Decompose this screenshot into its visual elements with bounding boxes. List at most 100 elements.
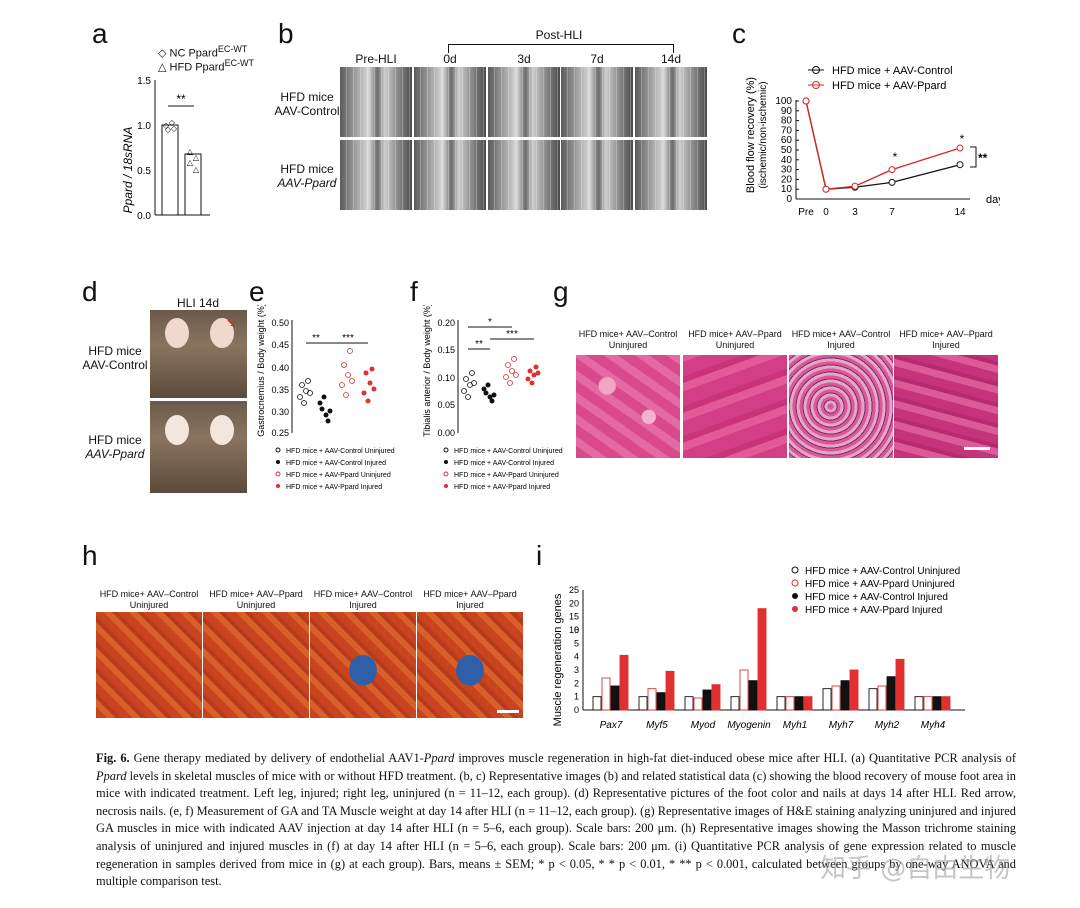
panel-i-ytick: 0 [574,705,579,715]
panel-e-ytick: 0.50 [271,318,289,328]
panel-i-bar [831,685,841,711]
post-hli-bracket [448,44,674,53]
panel-f-legend-4: HFD mice + AAV-Ppard Injured [454,484,550,491]
panel-label-d: d [82,276,98,307]
panel-d-row-ppard-1: HFD mice [88,433,142,447]
panel-f-legend-1: HFD mice + AAV-Control Uninjured [454,448,563,455]
panel-i-xtick: Myogenin [727,720,771,731]
panel-c-xunit: days [986,194,1000,206]
panel-i-xtick: Myh7 [829,720,854,731]
panel-h-col-4: HFD mice+ AAV–Ppard Injured [417,589,523,611]
caption-text-1: Gene therapy mediated by delivery of end… [129,751,424,765]
panel-c-ytick: 70 [781,125,793,136]
panel-e-legend-2: HFD mice + AAV-Control Injured [286,460,386,467]
panel-c-xtick: 3 [852,207,858,218]
panel-g-col-1: HFD mice+ AAV–Control Uninjured [576,329,680,351]
panel-i-ytick: 25 [569,585,579,595]
panel-f-ylabel: Tibialis anterior / Body weight (%) [422,305,432,437]
panel-i-bar [647,688,657,711]
panel-g-col-2-a: HFD mice+ AAV–Ppard [688,329,782,339]
he-image [683,355,787,458]
panel-i-ytick: 10 [569,625,579,635]
panel-i-bar [730,696,740,711]
panel-c-series-line [805,100,961,190]
panel-h-col-3-b: Injured [349,600,377,610]
panel-c-ytick: 0 [786,194,792,205]
perfusion-image [635,67,707,137]
row-label-ppard: HFD mice AAV-Ppard [272,162,342,190]
legend-nc-sup: EC-WT [217,44,248,54]
panel-h-col-1-b: Uninjured [129,600,169,610]
panel-e-legend-3: HFD mice + AAV-Ppard Uninjured [286,472,391,479]
panel-c-xtick: 14 [954,207,966,218]
panel-g-col-2: HFD mice+ AAV–Ppard Uninjured [683,329,787,351]
panel-i-bar [693,697,703,711]
panel-e-ytick: 0.35 [271,385,289,395]
row-label-control-1: HFD mice [280,90,334,104]
panel-h-col-2-b: Uninjured [236,600,276,610]
panel-i-bar [656,692,666,711]
perfusion-image [414,140,486,210]
panel-e-legend-4: HFD mice + AAV-Ppard Injured [286,484,382,491]
svg-text:△: △ [193,165,200,174]
panel-i-xtick: Myh2 [875,720,900,731]
perfusion-image [340,140,412,210]
svg-text:◇: ◇ [169,118,176,127]
panel-i-bar [601,677,611,711]
panel-i-bar [684,696,694,711]
panel-i-bar [619,654,629,711]
panel-i-bar [785,696,795,711]
panel-h-col-4-b: Injured [456,600,484,610]
panel-h-col-3-a: HFD mice+ AAV–Control [313,589,413,599]
panel-i-ylabel: Muscle regeneration genes [552,593,564,726]
panel-a-bar-nc [161,124,179,216]
panel-f-sig-3: *** [506,329,518,340]
panel-e-legend-1: HFD mice + AAV-Control Uninjured [286,448,395,455]
panel-a-ytick: 1.5 [137,76,151,87]
panel-i-bar [886,676,896,711]
panel-i-legend-4: HFD mice + AAV-Ppard Injured [805,605,942,616]
panel-c-ytick: 60 [781,135,793,146]
row-label-control-2: AAV-Control [274,104,340,118]
panel-i-ytick: 15 [569,612,579,622]
panel-i-bar [638,696,648,711]
panel-h-col-1-a: HFD mice+ AAV–Control [99,589,199,599]
panel-f-ytick: 0.10 [437,373,455,383]
panel-i-bar [868,688,878,711]
panel-i-bar [923,696,933,711]
panel-c-point [956,144,964,152]
panel-i-xtick: Myh1 [783,720,807,731]
panel-c-sig-bracket [970,146,977,168]
panel-label-g: g [553,276,569,307]
panel-c-sig-14: * [960,132,965,146]
caption-lead: Fig. 6. [96,751,130,765]
scale-bar [964,447,990,450]
panel-d-title: HLI 14d [176,296,220,310]
col-7d: 7d [590,52,604,66]
diamond-icon: ◇ [158,47,167,60]
panel-label-f: f [410,276,418,307]
caption-italic-1: Ppard [423,751,455,765]
caption-text-3: levels in skeletal muscles of mice with … [96,768,1016,889]
panel-i-ytick: 3 [574,665,579,675]
panel-i-ytick: 6 [574,625,579,635]
panel-f-sig-1: * [488,317,492,328]
panel-i-ytick: 5 [574,638,579,648]
figure-caption: Fig. 6. Gene therapy mediated by deliver… [96,750,1016,891]
he-image [894,355,998,458]
panel-c-point [851,182,859,190]
panel-d-row-ppard: HFD mice AAV-Ppard [80,433,150,461]
perfusion-image [414,67,486,137]
panel-c-series-line [805,100,961,190]
panel-label-h: h [82,540,98,571]
panel-f-ytick: 0.15 [437,345,455,355]
svg-text:△: △ [187,158,194,167]
perfusion-image [340,67,412,137]
panel-h-col-1: HFD mice+ AAV–Control Uninjured [96,589,202,611]
masson-image [417,612,523,718]
panel-i-ytick: 2 [574,678,579,688]
masson-image [310,612,416,718]
masson-image [203,612,309,718]
panel-a-ytick: 0.0 [137,211,151,222]
panel-a-bar-hfd [184,153,202,216]
